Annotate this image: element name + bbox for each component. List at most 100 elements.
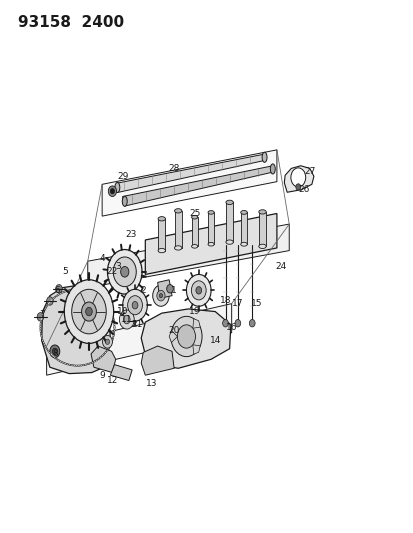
Polygon shape [102,150,276,216]
Ellipse shape [225,240,233,244]
Ellipse shape [258,244,266,248]
Text: 5: 5 [62,268,68,276]
Polygon shape [169,330,177,342]
Polygon shape [141,309,230,368]
Ellipse shape [191,215,197,219]
Circle shape [81,302,96,321]
Ellipse shape [240,211,247,214]
Ellipse shape [158,248,165,253]
Bar [225,203,233,242]
Circle shape [166,285,173,293]
Circle shape [171,317,202,357]
Polygon shape [91,346,115,373]
Polygon shape [141,346,174,375]
Ellipse shape [122,196,127,206]
Circle shape [110,189,114,194]
Circle shape [105,339,109,344]
Ellipse shape [240,243,247,246]
Text: 7: 7 [40,310,45,319]
Ellipse shape [207,211,214,214]
Text: 27: 27 [304,166,315,175]
Ellipse shape [261,152,266,163]
Circle shape [64,280,114,343]
Text: 8: 8 [52,350,57,359]
Text: 25: 25 [188,209,200,218]
Circle shape [85,308,92,316]
Circle shape [125,317,132,325]
Ellipse shape [158,216,165,221]
Circle shape [108,186,116,197]
Circle shape [249,319,254,327]
Circle shape [127,296,142,315]
Polygon shape [122,166,272,206]
Text: 28: 28 [168,164,179,173]
Circle shape [295,184,300,190]
Circle shape [55,285,62,293]
Circle shape [159,294,162,298]
Text: 22: 22 [107,268,118,276]
Text: 93158  2400: 93158 2400 [18,14,123,30]
Polygon shape [42,285,110,374]
Circle shape [119,310,134,329]
Polygon shape [110,365,132,381]
Polygon shape [116,154,264,192]
Circle shape [132,302,138,309]
Circle shape [120,266,128,277]
Text: 17: 17 [232,299,243,308]
Text: 12: 12 [107,376,118,385]
Text: 21: 21 [131,320,142,329]
Text: 2: 2 [140,286,146,295]
Circle shape [71,289,106,334]
Text: 6: 6 [54,286,59,295]
Circle shape [195,287,201,294]
Text: 9: 9 [99,370,105,379]
Bar [258,212,266,246]
Circle shape [186,274,211,306]
Ellipse shape [225,200,233,205]
Ellipse shape [270,164,275,174]
Circle shape [290,168,305,187]
Circle shape [102,335,112,348]
Circle shape [157,290,165,301]
Bar [191,217,197,246]
Bar [174,211,181,248]
Circle shape [222,319,228,327]
Circle shape [50,345,59,358]
Text: 15: 15 [250,299,261,308]
Text: 13: 13 [145,378,157,387]
Ellipse shape [174,209,181,213]
Bar [240,213,247,244]
Text: 18: 18 [219,296,231,305]
Circle shape [37,313,44,321]
Polygon shape [192,319,200,328]
Bar [158,219,165,251]
Text: 1: 1 [171,286,176,295]
Circle shape [177,325,195,348]
Ellipse shape [115,182,119,192]
Text: 14: 14 [209,336,221,345]
Circle shape [52,348,57,354]
Text: 10: 10 [116,307,128,316]
Circle shape [235,319,240,327]
Text: 4: 4 [99,254,105,263]
Circle shape [152,285,169,306]
Text: 29: 29 [117,172,128,181]
Text: 11: 11 [121,315,132,324]
Polygon shape [157,280,172,298]
Bar [207,213,214,244]
Circle shape [47,297,53,305]
Ellipse shape [207,243,214,246]
Circle shape [123,316,130,324]
Polygon shape [88,224,289,288]
Polygon shape [145,214,276,274]
Text: 20: 20 [168,326,179,335]
Text: 24: 24 [275,262,286,271]
Text: 26: 26 [297,185,309,194]
Text: 23: 23 [125,230,136,239]
Text: 16: 16 [225,323,237,332]
Polygon shape [192,345,200,354]
Ellipse shape [258,210,266,214]
Text: 3: 3 [115,262,121,271]
Circle shape [113,257,136,287]
Circle shape [107,249,142,294]
